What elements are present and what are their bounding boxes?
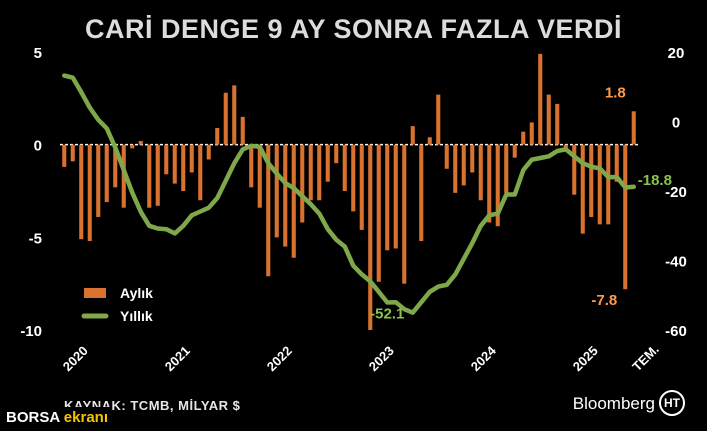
bar-aylik bbox=[631, 111, 636, 145]
bar-aylik bbox=[614, 144, 619, 182]
bar-aylik bbox=[164, 144, 169, 175]
bar-aylik bbox=[606, 144, 611, 225]
bar-aylik bbox=[155, 144, 160, 206]
bar-aylik bbox=[580, 144, 585, 234]
bar-aylik bbox=[427, 137, 432, 145]
bar-aylik bbox=[461, 144, 466, 186]
left-axis-tick-label: 5 bbox=[34, 45, 42, 62]
x-axis-tick-label: 2022 bbox=[264, 343, 295, 374]
bar-aylik bbox=[546, 94, 551, 145]
right-axis-tick-label: 0 bbox=[672, 115, 680, 132]
bar-aylik bbox=[181, 144, 186, 191]
bar-aylik bbox=[419, 144, 424, 242]
bar-aylik bbox=[87, 144, 92, 242]
bar-aylik bbox=[334, 144, 339, 164]
bar-aylik bbox=[70, 144, 75, 162]
bar-aylik bbox=[291, 144, 296, 258]
bar-aylik bbox=[96, 144, 101, 217]
left-axis-tick-label: 0 bbox=[34, 138, 42, 155]
bar-aylik bbox=[597, 144, 602, 225]
legend-swatch-aylik bbox=[84, 288, 106, 298]
bar-aylik bbox=[385, 144, 390, 251]
bar-aylik bbox=[589, 144, 594, 217]
bar-aylik bbox=[512, 144, 517, 158]
bar-aylik bbox=[402, 144, 407, 284]
watermark-part2: ekranı bbox=[63, 409, 108, 426]
x-axis-tick-label: 2024 bbox=[468, 343, 500, 375]
right-axis-tick-label: 20 bbox=[668, 45, 685, 62]
bar-aylik bbox=[232, 85, 237, 145]
bar-aylik bbox=[444, 144, 449, 169]
left-axis-tick-label: -5 bbox=[29, 230, 42, 247]
bar-aylik bbox=[189, 144, 194, 173]
bar-aylik bbox=[342, 144, 347, 191]
bar-aylik bbox=[113, 144, 118, 188]
ht-logo: HT bbox=[659, 390, 685, 416]
bar-aylik bbox=[206, 144, 211, 160]
data-label: 1.8 bbox=[605, 84, 626, 101]
bar-aylik bbox=[104, 144, 109, 203]
right-axis-tick-label: -40 bbox=[665, 254, 687, 271]
bloomberg-logo: Bloomberg bbox=[572, 394, 655, 413]
bar-aylik bbox=[555, 103, 560, 145]
x-axis-tick-label: 2021 bbox=[162, 343, 193, 374]
bar-aylik bbox=[172, 144, 177, 184]
bar-aylik bbox=[572, 144, 577, 195]
bar-aylik bbox=[478, 144, 483, 201]
watermark-part1: BORSA bbox=[6, 409, 60, 426]
bar-aylik bbox=[266, 144, 271, 277]
bar-aylik bbox=[300, 144, 305, 223]
bar-aylik bbox=[79, 144, 84, 240]
chart-title: CARİ DENGE 9 AY SONRA FAZLA VERDİ bbox=[84, 14, 623, 44]
x-axis-tick-label: 2025 bbox=[570, 343, 601, 374]
bar-aylik bbox=[470, 144, 475, 173]
left-axis-tick-label: -10 bbox=[20, 323, 42, 340]
bar-aylik bbox=[359, 144, 364, 230]
bar-aylik bbox=[147, 144, 152, 208]
bar-aylik bbox=[453, 144, 458, 193]
bar-aylik bbox=[436, 94, 441, 145]
bar-aylik bbox=[198, 144, 203, 201]
data-label: -7.8 bbox=[591, 292, 617, 309]
bar-aylik bbox=[495, 144, 500, 227]
right-axis-tick-label: -20 bbox=[665, 184, 687, 201]
borsa-ekrani-watermark: BORSA ekranı bbox=[2, 407, 112, 428]
bar-aylik bbox=[393, 144, 398, 249]
legend-label-yillik: Yıllık bbox=[120, 308, 153, 324]
bar-aylik bbox=[62, 144, 67, 167]
bar-aylik bbox=[283, 144, 288, 247]
data-label: -18.8 bbox=[638, 172, 672, 189]
bar-aylik bbox=[529, 122, 534, 145]
bar-aylik bbox=[368, 144, 373, 330]
x-axis-tick-label: TEM. bbox=[629, 342, 662, 375]
data-label: -52.1 bbox=[370, 306, 404, 323]
bar-aylik bbox=[223, 92, 228, 145]
bar-aylik bbox=[504, 144, 509, 193]
bar-aylik bbox=[410, 126, 415, 145]
bar-aylik bbox=[487, 144, 492, 223]
bar-aylik bbox=[538, 53, 543, 145]
bar-aylik bbox=[274, 144, 279, 238]
bar-aylik bbox=[376, 144, 381, 282]
bar-aylik bbox=[623, 144, 628, 290]
right-axis-tick-label: -60 bbox=[665, 323, 687, 340]
bar-aylik bbox=[130, 144, 135, 149]
bar-aylik bbox=[521, 131, 526, 145]
x-axis-tick-label: 2020 bbox=[60, 343, 91, 374]
bar-aylik bbox=[317, 144, 322, 201]
bar-aylik bbox=[308, 144, 313, 201]
x-axis-tick-label: 2023 bbox=[366, 343, 397, 374]
series-line-yillik bbox=[62, 73, 637, 315]
bar-aylik bbox=[249, 144, 254, 188]
bar-aylik bbox=[257, 144, 262, 208]
bar-aylik bbox=[215, 127, 220, 145]
legend-label-aylik: Aylık bbox=[120, 285, 153, 301]
bar-aylik bbox=[325, 144, 330, 182]
bar-aylik bbox=[138, 140, 143, 145]
bar-aylik bbox=[240, 116, 245, 145]
bar-aylik bbox=[351, 144, 356, 212]
